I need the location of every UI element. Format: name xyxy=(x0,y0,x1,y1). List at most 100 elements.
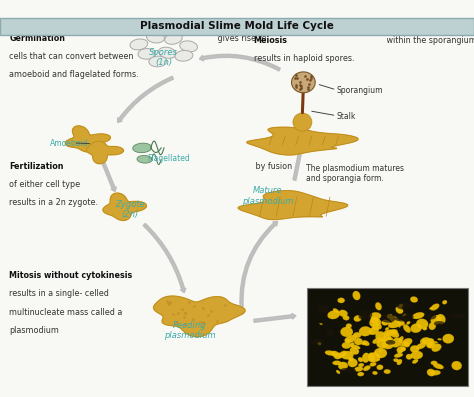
Ellipse shape xyxy=(358,357,363,362)
Ellipse shape xyxy=(385,331,391,337)
FancyArrowPatch shape xyxy=(240,222,278,307)
Ellipse shape xyxy=(388,322,401,328)
Text: amoeboid and flagelated forms.: amoeboid and flagelated forms. xyxy=(9,70,139,79)
FancyBboxPatch shape xyxy=(307,288,468,385)
Polygon shape xyxy=(86,141,123,164)
Text: Mature
plasmodium: Mature plasmodium xyxy=(242,186,293,206)
Ellipse shape xyxy=(137,156,152,163)
Ellipse shape xyxy=(180,41,198,52)
Ellipse shape xyxy=(391,337,402,347)
Ellipse shape xyxy=(373,371,377,375)
Ellipse shape xyxy=(331,351,338,357)
Ellipse shape xyxy=(383,334,391,342)
Ellipse shape xyxy=(373,322,382,330)
Ellipse shape xyxy=(434,341,438,343)
Ellipse shape xyxy=(399,336,403,342)
Ellipse shape xyxy=(386,333,389,336)
Ellipse shape xyxy=(336,370,340,374)
Ellipse shape xyxy=(382,340,393,349)
Ellipse shape xyxy=(416,343,426,349)
Ellipse shape xyxy=(449,314,466,319)
Ellipse shape xyxy=(358,313,368,320)
Ellipse shape xyxy=(333,308,339,314)
Polygon shape xyxy=(238,191,347,220)
Ellipse shape xyxy=(346,324,352,328)
Ellipse shape xyxy=(339,310,347,317)
Ellipse shape xyxy=(443,334,454,343)
Ellipse shape xyxy=(360,310,372,319)
Ellipse shape xyxy=(431,304,439,310)
Ellipse shape xyxy=(384,369,391,374)
Text: Stalk: Stalk xyxy=(337,112,356,121)
Ellipse shape xyxy=(423,327,427,330)
Text: gives rise to: gives rise to xyxy=(215,34,267,43)
Ellipse shape xyxy=(369,318,381,328)
Ellipse shape xyxy=(416,319,428,329)
Ellipse shape xyxy=(452,361,462,370)
Ellipse shape xyxy=(428,322,436,330)
Text: Flagellated: Flagellated xyxy=(147,154,190,164)
Ellipse shape xyxy=(395,316,410,322)
Text: Spores
(1n): Spores (1n) xyxy=(149,48,178,67)
Ellipse shape xyxy=(357,372,364,376)
Ellipse shape xyxy=(341,351,354,359)
Ellipse shape xyxy=(149,56,167,67)
Ellipse shape xyxy=(146,32,164,43)
Ellipse shape xyxy=(431,361,438,365)
Ellipse shape xyxy=(159,47,176,58)
Ellipse shape xyxy=(379,337,384,341)
Ellipse shape xyxy=(138,48,156,59)
Ellipse shape xyxy=(434,321,445,326)
Ellipse shape xyxy=(370,362,376,366)
Ellipse shape xyxy=(367,353,375,362)
Ellipse shape xyxy=(377,359,380,361)
Ellipse shape xyxy=(318,342,321,345)
Ellipse shape xyxy=(325,351,335,355)
Text: by fusion: by fusion xyxy=(253,162,292,171)
Ellipse shape xyxy=(379,350,382,352)
Ellipse shape xyxy=(397,346,405,353)
Text: Sporangium: Sporangium xyxy=(337,86,383,95)
Ellipse shape xyxy=(328,310,340,319)
Ellipse shape xyxy=(410,324,422,333)
Ellipse shape xyxy=(429,307,433,310)
Ellipse shape xyxy=(403,341,410,347)
Ellipse shape xyxy=(369,327,379,335)
Ellipse shape xyxy=(375,331,386,341)
Ellipse shape xyxy=(359,326,372,336)
Text: of either cell type: of either cell type xyxy=(9,180,81,189)
Ellipse shape xyxy=(430,315,442,325)
Ellipse shape xyxy=(340,368,356,373)
Ellipse shape xyxy=(402,314,406,316)
Ellipse shape xyxy=(385,327,389,330)
Text: Feeding
plasmodium: Feeding plasmodium xyxy=(164,321,215,340)
Ellipse shape xyxy=(130,39,148,50)
Ellipse shape xyxy=(442,300,447,304)
Ellipse shape xyxy=(342,342,351,349)
Ellipse shape xyxy=(431,344,441,352)
Ellipse shape xyxy=(353,291,360,300)
Ellipse shape xyxy=(354,338,363,345)
Ellipse shape xyxy=(410,351,423,359)
Ellipse shape xyxy=(391,329,398,334)
Ellipse shape xyxy=(394,353,403,358)
Polygon shape xyxy=(247,127,358,155)
Text: Germination: Germination xyxy=(9,34,65,43)
Ellipse shape xyxy=(362,353,370,362)
Ellipse shape xyxy=(133,143,152,153)
Ellipse shape xyxy=(370,316,379,324)
Polygon shape xyxy=(103,193,146,220)
Ellipse shape xyxy=(338,351,346,358)
Ellipse shape xyxy=(426,341,436,348)
Ellipse shape xyxy=(422,339,428,345)
Text: cells that can convert between: cells that can convert between xyxy=(9,52,134,61)
Ellipse shape xyxy=(436,314,446,324)
Ellipse shape xyxy=(406,321,410,325)
FancyArrowPatch shape xyxy=(143,224,186,293)
Ellipse shape xyxy=(390,316,399,323)
Ellipse shape xyxy=(399,304,403,307)
Ellipse shape xyxy=(368,352,380,362)
Text: multinucleate mass called a: multinucleate mass called a xyxy=(9,308,123,316)
Text: Zygote
(2n): Zygote (2n) xyxy=(116,200,145,219)
Ellipse shape xyxy=(326,329,334,337)
